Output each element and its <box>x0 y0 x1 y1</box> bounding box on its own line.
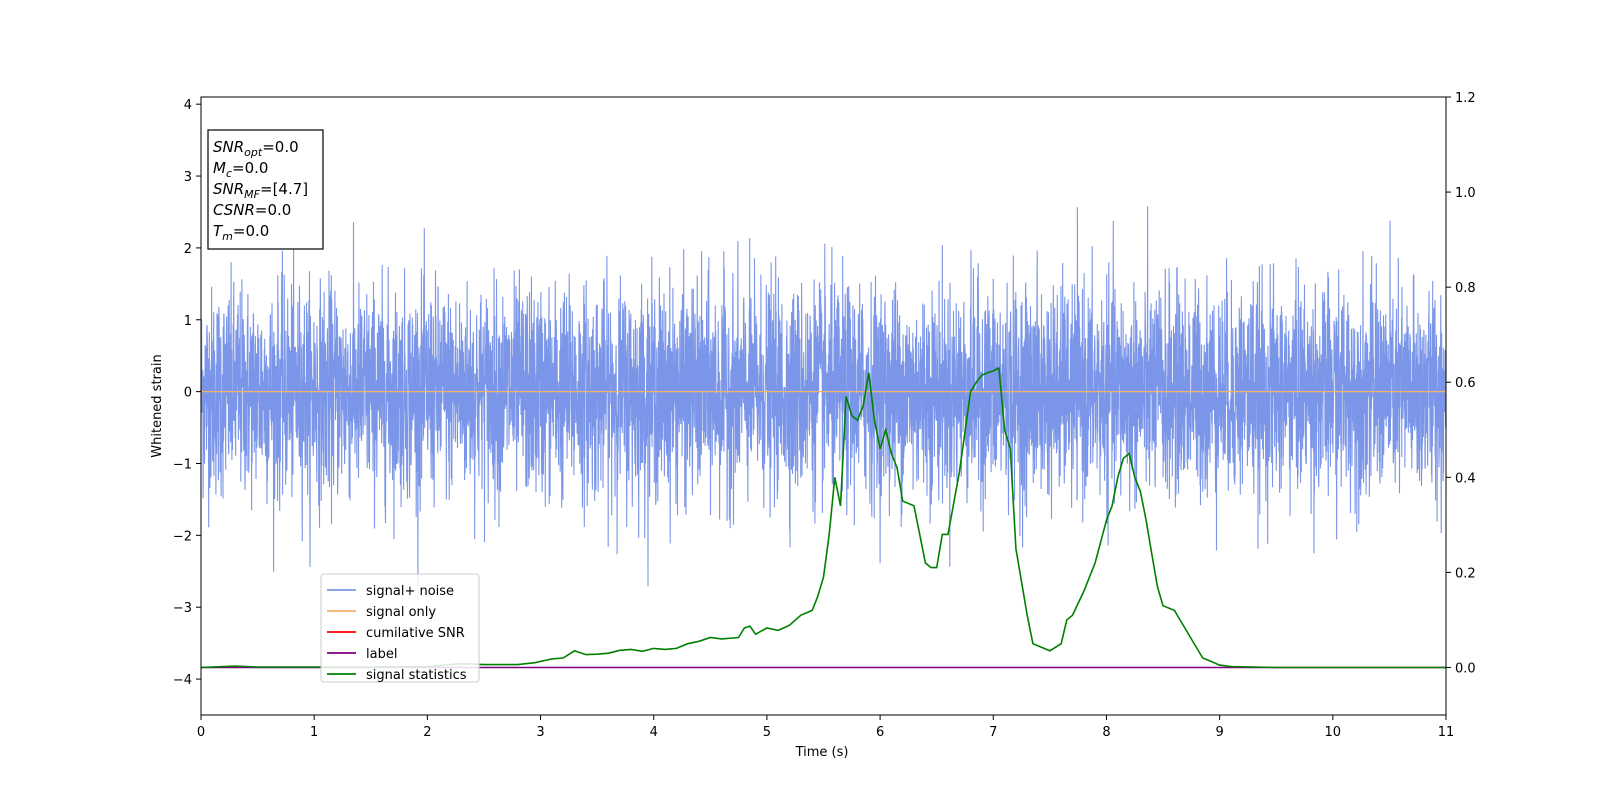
left-y-tick-label: −3 <box>173 601 192 616</box>
info-box-line: CSNR=0.0 <box>213 201 291 219</box>
signal-statistics-line <box>201 366 1446 669</box>
x-tick-label: 7 <box>989 725 997 740</box>
x-tick-label: 2 <box>423 725 431 740</box>
plot-frame <box>200 96 1447 716</box>
legend: signal+ noise signal only cumilative SNR la… <box>320 573 480 683</box>
info-box-line: Tm=0.0 <box>213 222 269 243</box>
x-tick-label: 10 <box>1325 725 1342 740</box>
right-y-tick-label: 0.4 <box>1455 471 1476 486</box>
left-y-axis: −4 −3 −2 −1 0 1 2 3 4 <box>173 98 201 688</box>
signal-noise-line <box>201 206 1446 600</box>
info-box-line: Mc=0.0 <box>213 159 268 180</box>
x-tick-label: 8 <box>1102 725 1110 740</box>
left-y-tick-label: 3 <box>184 170 192 185</box>
x-axis-label: Time (s) <box>795 745 849 760</box>
right-y-axis: 0.0 0.2 0.4 0.6 0.8 1.0 1.2 <box>1446 91 1476 676</box>
x-tick-label: 1 <box>310 725 318 740</box>
left-y-tick-label: 0 <box>184 386 192 401</box>
right-y-tick-label: 0.8 <box>1455 281 1476 296</box>
x-axis: 0 1 2 3 4 5 6 7 8 9 10 11 <box>197 715 1454 740</box>
legend-frame <box>320 573 480 683</box>
info-box-line: SNRopt=0.0 <box>213 138 299 159</box>
left-y-tick-label: 1 <box>184 314 192 329</box>
legend-entry-label: signal+ noise <box>366 584 454 599</box>
left-y-tick-label: −2 <box>173 529 192 544</box>
right-y-tick-label: 1.2 <box>1455 91 1476 106</box>
y-axis-label: Whitened strain <box>150 354 165 457</box>
x-tick-label: 9 <box>1215 725 1223 740</box>
info-box-line: SNRMF=[4.7] <box>213 180 308 201</box>
right-y-tick-label: 0.6 <box>1455 376 1476 391</box>
left-y-tick-label: −1 <box>173 457 192 472</box>
x-tick-label: 4 <box>650 725 658 740</box>
info-box-frame <box>207 129 324 250</box>
left-y-tick-label: −4 <box>173 673 192 688</box>
right-y-tick-label: 0.2 <box>1455 566 1476 581</box>
left-y-tick-label: 4 <box>184 98 192 113</box>
legend-entry-label: cumilative SNR <box>366 626 465 641</box>
x-tick-label: 6 <box>876 725 884 740</box>
x-tick-label: 0 <box>197 725 205 740</box>
legend-entry-label: signal statistics <box>366 668 467 683</box>
x-tick-label: 11 <box>1438 725 1455 740</box>
x-tick-label: 3 <box>536 725 544 740</box>
x-tick-label: 5 <box>763 725 771 740</box>
left-y-tick-label: 2 <box>184 242 192 257</box>
legend-entry-label: signal only <box>366 605 436 620</box>
right-y-tick-label: 0.0 <box>1455 661 1476 676</box>
right-y-tick-label: 1.0 <box>1455 186 1476 201</box>
legend-entry-label: label <box>366 647 397 662</box>
